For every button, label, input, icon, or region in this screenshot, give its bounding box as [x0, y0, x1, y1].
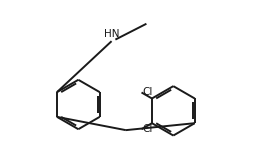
Text: HN: HN	[104, 29, 119, 39]
Text: Cl: Cl	[143, 124, 153, 134]
Text: Cl: Cl	[143, 87, 153, 97]
